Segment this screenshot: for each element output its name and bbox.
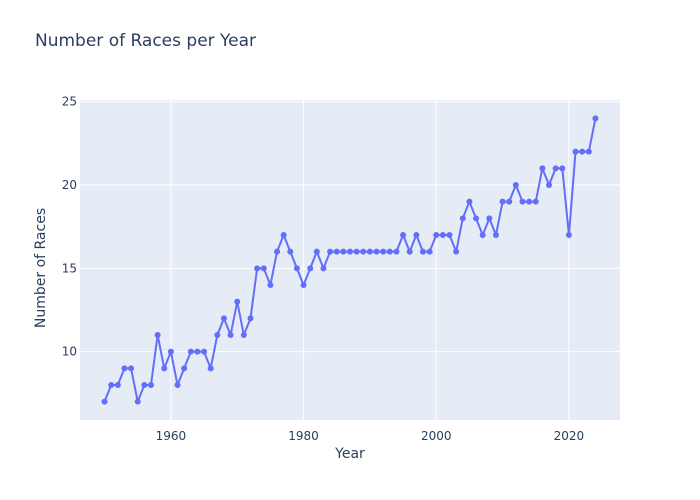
data-point: [187, 348, 194, 355]
data-point: [174, 382, 181, 388]
x-tick-label: 2000: [421, 429, 452, 443]
data-point: [373, 248, 380, 255]
y-tick-label: 10: [62, 345, 77, 359]
data-point: [227, 332, 234, 338]
data-point: [154, 332, 161, 338]
data-point: [147, 382, 154, 388]
data-point: [214, 332, 221, 338]
x-tick-label: 2020: [554, 429, 585, 443]
data-point: [307, 265, 314, 272]
data-point: [128, 365, 135, 372]
x-tick-label: 1960: [156, 429, 187, 443]
data-point: [592, 115, 599, 122]
data-point: [108, 382, 115, 388]
data-point: [201, 348, 208, 355]
data-point: [287, 248, 294, 255]
data-point: [134, 398, 141, 405]
data-point: [446, 232, 453, 238]
data-point: [121, 365, 128, 372]
data-point: [479, 232, 486, 238]
data-point: [506, 198, 513, 205]
data-point: [473, 215, 480, 222]
data-point: [413, 232, 420, 238]
data-point: [240, 332, 247, 338]
data-point: [353, 248, 360, 255]
data-point: [274, 248, 281, 255]
data-point: [313, 248, 320, 255]
data-point: [439, 232, 446, 238]
data-point: [347, 248, 353, 255]
data-point: [572, 148, 579, 155]
data-point: [360, 248, 367, 255]
data-point: [194, 348, 201, 355]
data-point: [247, 315, 254, 322]
data-point: [181, 365, 188, 372]
data-point: [207, 365, 214, 372]
data-point: [161, 365, 168, 372]
data-point: [499, 198, 506, 205]
data-point: [300, 282, 307, 288]
data-point: [453, 248, 460, 255]
data-point: [280, 232, 287, 238]
data-point: [327, 248, 334, 255]
data-point: [267, 282, 274, 288]
data-point: [419, 248, 426, 255]
data-point: [254, 265, 261, 272]
y-tick-label: 25: [62, 95, 77, 109]
data-point: [519, 198, 526, 205]
chart-title: Number of Races per Year: [35, 31, 257, 51]
data-point: [386, 248, 393, 255]
data-point: [141, 382, 148, 388]
data-point: [565, 232, 572, 238]
data-point: [466, 198, 473, 205]
data-point: [546, 182, 553, 188]
data-point: [459, 215, 466, 222]
data-point: [333, 248, 340, 255]
data-point: [380, 248, 387, 255]
data-point: [539, 165, 546, 172]
data-point: [234, 298, 241, 305]
data-point: [366, 248, 373, 255]
data-point: [579, 148, 586, 155]
data-point: [433, 232, 440, 238]
y-tick-label: 15: [62, 261, 77, 275]
data-point: [400, 232, 407, 238]
data-point: [293, 265, 300, 272]
data-point: [426, 248, 433, 255]
plot-area: [80, 100, 620, 420]
data-point: [526, 198, 533, 205]
data-point: [406, 248, 413, 255]
data-point: [486, 215, 493, 222]
y-tick-label: 20: [62, 178, 77, 192]
data-point: [320, 265, 327, 272]
data-point: [393, 248, 400, 255]
data-point: [101, 398, 108, 405]
x-tick-label: 1980: [288, 429, 319, 443]
data-point: [340, 248, 347, 255]
x-axis-title: Year: [335, 446, 365, 462]
data-point: [532, 198, 539, 205]
data-point: [260, 265, 267, 272]
data-point: [167, 348, 174, 355]
data-point: [492, 232, 499, 238]
data-point: [559, 165, 566, 172]
data-point: [552, 165, 559, 172]
data-point: [585, 148, 592, 155]
data-point: [114, 382, 121, 388]
data-point: [220, 315, 227, 322]
data-point: [512, 182, 519, 188]
y-axis-title: Number of Races: [33, 207, 49, 329]
